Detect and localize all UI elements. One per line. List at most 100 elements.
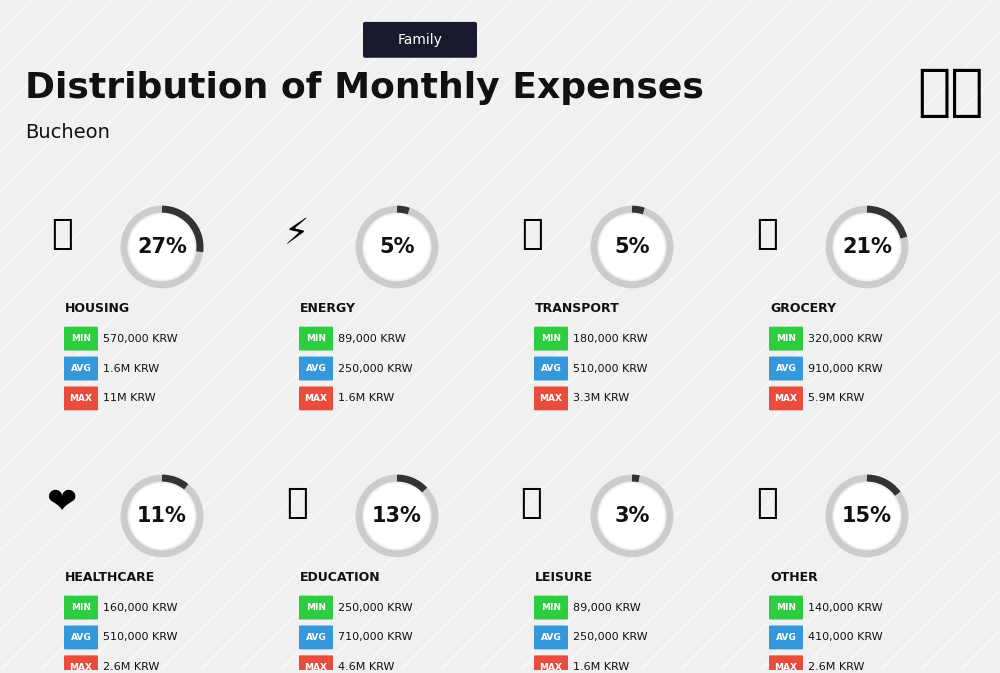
FancyBboxPatch shape <box>534 357 568 380</box>
Text: AVG: AVG <box>71 633 91 642</box>
Text: 5.9M KRW: 5.9M KRW <box>808 394 864 403</box>
Text: AVG: AVG <box>776 633 796 642</box>
Text: 250,000 KRW: 250,000 KRW <box>338 363 413 374</box>
Text: MIN: MIN <box>541 603 561 612</box>
Circle shape <box>835 484 899 548</box>
Text: 🛒: 🛒 <box>756 217 778 251</box>
Circle shape <box>130 215 194 279</box>
FancyBboxPatch shape <box>534 326 568 351</box>
Text: 320,000 KRW: 320,000 KRW <box>808 334 883 344</box>
Text: MIN: MIN <box>71 334 91 343</box>
Text: ❤️: ❤️ <box>47 486 77 520</box>
Text: MAX: MAX <box>540 394 562 403</box>
Text: AVG: AVG <box>776 364 796 373</box>
FancyBboxPatch shape <box>64 625 98 649</box>
Text: 140,000 KRW: 140,000 KRW <box>808 602 883 612</box>
Text: AVG: AVG <box>541 364 561 373</box>
Text: 2.6M KRW: 2.6M KRW <box>103 662 159 672</box>
Text: Distribution of Monthly Expenses: Distribution of Monthly Expenses <box>25 71 704 104</box>
Text: 4.6M KRW: 4.6M KRW <box>338 662 394 672</box>
Text: 🛍️: 🛍️ <box>521 486 543 520</box>
Text: 2.6M KRW: 2.6M KRW <box>808 662 864 672</box>
Text: TRANSPORT: TRANSPORT <box>535 302 620 315</box>
Text: 180,000 KRW: 180,000 KRW <box>573 334 648 344</box>
Text: 🏢: 🏢 <box>51 217 73 251</box>
FancyBboxPatch shape <box>299 656 333 673</box>
Text: ⚡: ⚡ <box>284 217 310 251</box>
Text: Bucheon: Bucheon <box>25 123 110 142</box>
Text: 🎓: 🎓 <box>286 486 308 520</box>
Text: 250,000 KRW: 250,000 KRW <box>573 633 648 643</box>
FancyBboxPatch shape <box>769 596 803 620</box>
Circle shape <box>365 215 429 279</box>
Text: MAX: MAX <box>70 663 92 672</box>
Circle shape <box>835 215 899 279</box>
Text: 1.6M KRW: 1.6M KRW <box>338 394 394 403</box>
Text: MIN: MIN <box>776 603 796 612</box>
Text: MAX: MAX <box>540 663 562 672</box>
Text: 13%: 13% <box>372 506 422 526</box>
FancyBboxPatch shape <box>64 326 98 351</box>
Text: ENERGY: ENERGY <box>300 302 356 315</box>
FancyBboxPatch shape <box>363 22 477 58</box>
FancyBboxPatch shape <box>534 386 568 411</box>
Text: GROCERY: GROCERY <box>770 302 836 315</box>
Text: MAX: MAX <box>304 663 328 672</box>
Text: 15%: 15% <box>842 506 892 526</box>
Circle shape <box>600 484 664 548</box>
Text: EDUCATION: EDUCATION <box>300 571 381 584</box>
Text: HOUSING: HOUSING <box>65 302 130 315</box>
FancyBboxPatch shape <box>299 326 333 351</box>
Text: MAX: MAX <box>774 663 798 672</box>
Text: 5%: 5% <box>379 237 415 257</box>
Text: 89,000 KRW: 89,000 KRW <box>338 334 406 344</box>
Text: 🇰🇷: 🇰🇷 <box>917 66 983 120</box>
Text: 11M KRW: 11M KRW <box>103 394 156 403</box>
Text: AVG: AVG <box>541 633 561 642</box>
Circle shape <box>130 484 194 548</box>
Text: OTHER: OTHER <box>770 571 818 584</box>
Text: MAX: MAX <box>304 394 328 403</box>
Text: HEALTHCARE: HEALTHCARE <box>65 571 155 584</box>
Text: MIN: MIN <box>306 603 326 612</box>
Text: 410,000 KRW: 410,000 KRW <box>808 633 883 643</box>
FancyBboxPatch shape <box>299 625 333 649</box>
Text: 👜: 👜 <box>756 486 778 520</box>
FancyBboxPatch shape <box>64 357 98 380</box>
Text: 21%: 21% <box>842 237 892 257</box>
Text: AVG: AVG <box>306 364 326 373</box>
Text: MAX: MAX <box>70 394 92 403</box>
Text: 910,000 KRW: 910,000 KRW <box>808 363 883 374</box>
Text: 3.3M KRW: 3.3M KRW <box>573 394 629 403</box>
FancyBboxPatch shape <box>64 656 98 673</box>
FancyBboxPatch shape <box>534 656 568 673</box>
Text: MAX: MAX <box>774 394 798 403</box>
Text: 510,000 KRW: 510,000 KRW <box>103 633 178 643</box>
Text: 570,000 KRW: 570,000 KRW <box>103 334 178 344</box>
Text: 1.6M KRW: 1.6M KRW <box>573 662 629 672</box>
Text: 710,000 KRW: 710,000 KRW <box>338 633 413 643</box>
Text: AVG: AVG <box>71 364 91 373</box>
FancyBboxPatch shape <box>64 386 98 411</box>
Circle shape <box>600 215 664 279</box>
Text: 89,000 KRW: 89,000 KRW <box>573 602 641 612</box>
Text: 11%: 11% <box>137 506 187 526</box>
Text: 🚌: 🚌 <box>521 217 543 251</box>
Circle shape <box>365 484 429 548</box>
FancyBboxPatch shape <box>769 386 803 411</box>
FancyBboxPatch shape <box>769 656 803 673</box>
FancyBboxPatch shape <box>299 357 333 380</box>
Text: 1.6M KRW: 1.6M KRW <box>103 363 159 374</box>
FancyBboxPatch shape <box>769 326 803 351</box>
Text: Family: Family <box>398 33 442 47</box>
Text: 27%: 27% <box>137 237 187 257</box>
FancyBboxPatch shape <box>769 357 803 380</box>
FancyBboxPatch shape <box>534 625 568 649</box>
Text: 5%: 5% <box>614 237 650 257</box>
Text: 160,000 KRW: 160,000 KRW <box>103 602 178 612</box>
FancyBboxPatch shape <box>299 386 333 411</box>
Text: MIN: MIN <box>776 334 796 343</box>
Text: AVG: AVG <box>306 633 326 642</box>
FancyBboxPatch shape <box>299 596 333 620</box>
Text: 3%: 3% <box>614 506 650 526</box>
